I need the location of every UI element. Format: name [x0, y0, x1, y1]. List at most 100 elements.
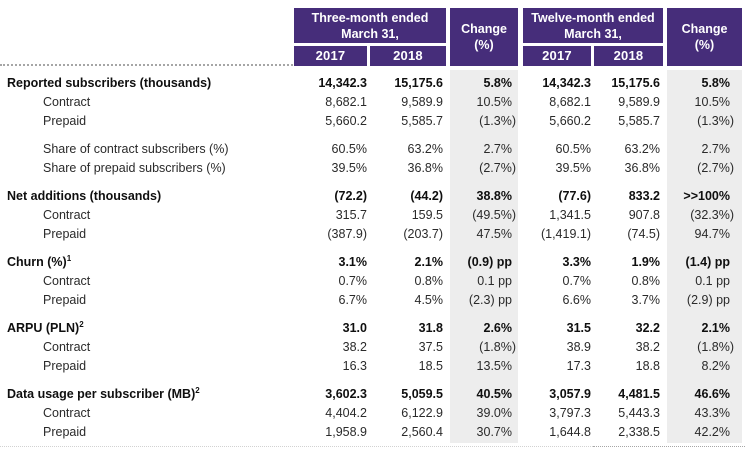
table-section: Churn (%)1 3.1% 2.1% (0.9) pp 3.3% 1.9% (1.4) …: [0, 252, 745, 309]
cell-value: 833.2: [628, 188, 660, 203]
header-year-2018-twelve-month: 2018: [594, 46, 663, 66]
cell-value: 30.7%: [476, 424, 512, 439]
cell-value: 2.7%: [701, 141, 731, 156]
cell-value: 0.7%: [338, 273, 368, 288]
cell-value: 1.9%: [631, 254, 661, 269]
cell-value: 13.5%: [476, 358, 512, 373]
cell-value: 5,059.5: [401, 386, 443, 401]
row-label: Prepaid: [43, 358, 87, 373]
cell-value: 32.2: [635, 320, 660, 335]
header-twelve-month-ended: Twelve-month ended March 31,: [523, 8, 663, 43]
cell-value: 5.8%: [483, 75, 513, 90]
cell-value: 0.7%: [562, 273, 592, 288]
table-row: ARPU (PLN)2 31.0 31.8 2.6% 31.5 32.2 2.1%: [0, 318, 745, 337]
table-row: Contract 38.2 37.5 (1.8%) 38.9 38.2 (1.8%): [0, 337, 745, 356]
cell-value: 5,585.7: [401, 113, 443, 128]
header-year-2017-twelve-month: 2017: [523, 46, 591, 66]
table-row: Share of prepaid subscribers (%) 39.5% 36.…: [0, 158, 745, 177]
cell-value: 3.3%: [562, 254, 592, 269]
cell-value: 63.2%: [624, 141, 660, 156]
table-section: Data usage per subscriber (MB)2 3,602.3 5,…: [0, 384, 745, 441]
cell-value: 2.1%: [701, 320, 731, 335]
cell-value: 0.1 pp: [695, 273, 730, 288]
cell-value: 38.8%: [476, 188, 512, 203]
cell-value: (32.3%): [690, 207, 734, 222]
cell-value: 0.8%: [414, 273, 444, 288]
cell-value: 4,481.5: [618, 386, 660, 401]
header-year-2017-three-month: 2017: [294, 46, 367, 66]
cell-value: 46.6%: [694, 386, 730, 401]
cell-value: (49.5%): [472, 207, 516, 222]
cell-value: 159.5: [411, 207, 443, 222]
table-row: Share of contract subscribers (%) 60.5% 63…: [0, 139, 745, 158]
table-section: ARPU (PLN)2 31.0 31.8 2.6% 31.5 32.2 2.1% Contr…: [0, 318, 745, 375]
cell-value: 1,341.5: [549, 207, 591, 222]
table-row: Contract 4,404.2 6,122.9 39.0% 3,797.3 5,443.…: [0, 403, 745, 422]
cell-value: (77.6): [558, 188, 591, 203]
cell-value: (2.9) pp: [686, 292, 730, 307]
table-row: Contract 8,682.1 9,589.9 10.5% 8,682.1 9,589.…: [0, 92, 745, 111]
cell-value: (387.9): [327, 226, 367, 241]
cell-value: (1.8%): [697, 339, 734, 354]
change-column-band-twelve-month: [667, 70, 742, 443]
table-section: Net additions (thousands) (72.2) (44.2) 38.…: [0, 186, 745, 243]
cell-value: 31.8: [418, 320, 443, 335]
cell-value: 43.3%: [694, 405, 730, 420]
table-row: Prepaid (387.9) (203.7) 47.5% (1,419.1) (74.5…: [0, 224, 745, 243]
cell-value: 3,057.9: [549, 386, 591, 401]
footnote-marker: 1: [66, 253, 72, 263]
row-label: Prepaid: [43, 226, 87, 241]
cell-value: 4,404.2: [325, 405, 367, 420]
cell-value: 8,682.1: [325, 94, 367, 109]
change-label: Change: [681, 22, 728, 36]
cell-value: 6,122.9: [401, 405, 443, 420]
cell-value: >>100%: [683, 188, 730, 203]
cell-value: 8,682.1: [549, 94, 591, 109]
cell-value: 5.8%: [701, 75, 731, 90]
cell-value: 0.1 pp: [477, 273, 512, 288]
row-label: Prepaid: [43, 292, 87, 307]
cell-value: 4.5%: [414, 292, 444, 307]
cell-value: (44.2): [410, 188, 443, 203]
table-row: Net additions (thousands) (72.2) (44.2) 38.…: [0, 186, 745, 205]
header-dotted-rule: [0, 64, 293, 66]
cell-value: 10.5%: [476, 94, 512, 109]
row-label: Contract: [43, 273, 91, 288]
cell-value: (2.7%): [697, 160, 734, 175]
cell-value: (1.3%): [479, 113, 516, 128]
table-row: Prepaid 1,958.9 2,560.4 30.7% 1,644.8 2,338.5…: [0, 422, 745, 441]
table-row: Prepaid 5,660.2 5,585.7 (1.3%) 5,660.2 5,585.…: [0, 111, 745, 130]
table-row: Contract 315.7 159.5 (49.5%) 1,341.5 907.8 (32…: [0, 205, 745, 224]
cell-value: 14,342.3: [318, 75, 367, 90]
table-body: Reported subscribers (thousands) 14,342.3…: [0, 73, 745, 450]
cell-value: 36.8%: [407, 160, 443, 175]
cell-value: 3.7%: [631, 292, 661, 307]
cell-value: 37.5: [418, 339, 443, 354]
cell-value: 5,443.3: [618, 405, 660, 420]
cell-value: 9,589.9: [401, 94, 443, 109]
table-row: Reported subscribers (thousands) 14,342.3…: [0, 73, 745, 92]
bottom-dotted-rule: [0, 446, 745, 447]
cell-value: 18.5: [418, 358, 443, 373]
cell-value: 6.7%: [338, 292, 368, 307]
cell-value: 60.5%: [331, 141, 367, 156]
cell-value: 40.5%: [476, 386, 512, 401]
cell-value: 3,602.3: [325, 386, 367, 401]
row-label: Data usage per subscriber (MB)2: [7, 385, 200, 401]
cell-value: 1,958.9: [325, 424, 367, 439]
cell-value: 42.2%: [694, 424, 730, 439]
cell-value: 38.2: [635, 339, 660, 354]
cell-value: 15,175.6: [611, 75, 660, 90]
row-label: Contract: [43, 207, 91, 222]
cell-value: (1.4) pp: [685, 254, 730, 269]
table-row: Prepaid 6.7% 4.5% (2.3) pp 6.6% 3.7% (2.9) pp: [0, 290, 745, 309]
change-column-band-three-month: [450, 70, 518, 443]
cell-value: 2.6%: [483, 320, 513, 335]
cell-value: 39.5%: [331, 160, 367, 175]
change-label: Change: [461, 22, 507, 36]
cell-value: 1,644.8: [549, 424, 591, 439]
cell-value: 9,589.9: [618, 94, 660, 109]
cell-value: (0.9) pp: [467, 254, 512, 269]
header-three-month-ended: Three-month ended March 31,: [294, 8, 446, 43]
